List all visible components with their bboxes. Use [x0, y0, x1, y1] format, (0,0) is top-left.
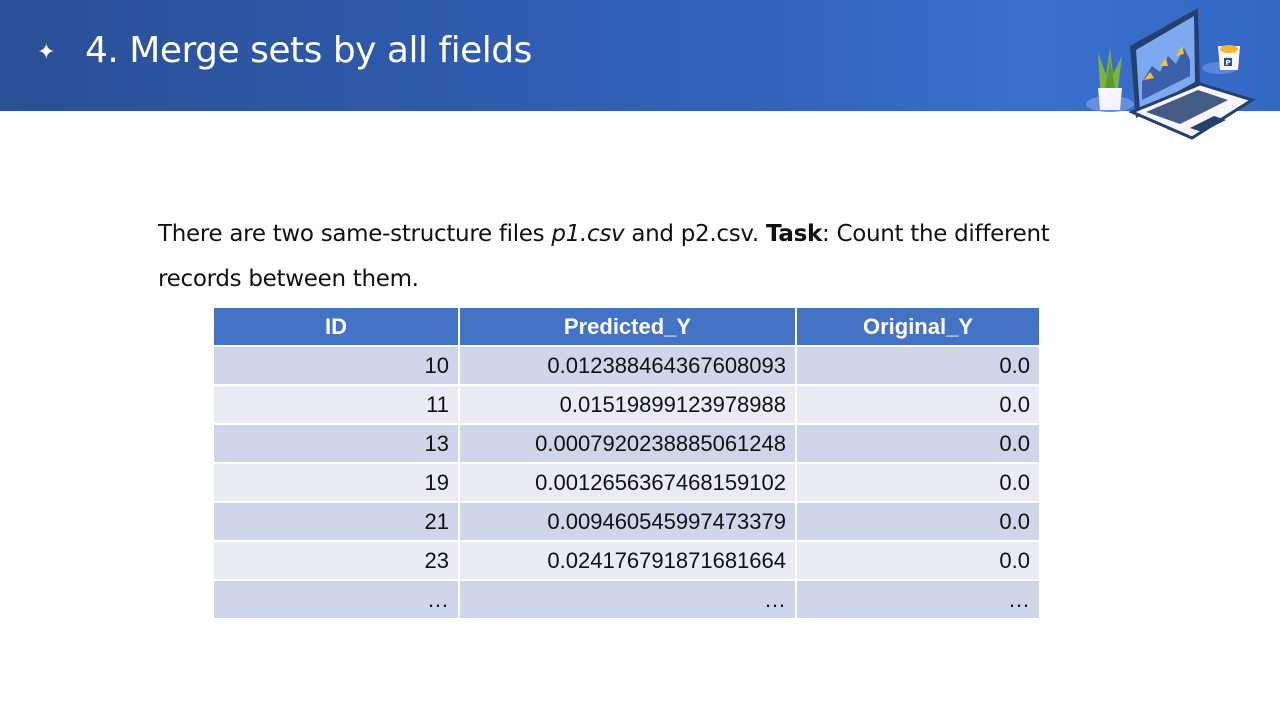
table-header-row: ID Predicted_Y Original_Y: [214, 308, 1041, 346]
cell-predicted-y: …: [459, 579, 797, 618]
column-header-predicted-y: Predicted_Y: [459, 308, 797, 346]
cell-predicted-y: 0.024176791871681664: [459, 540, 797, 580]
cell-id: 13: [214, 423, 460, 463]
table-row: 11 0.01519899123978988 0.0: [214, 384, 1041, 424]
table-row: 21 0.009460545997473379 0.0: [214, 501, 1041, 541]
cell-id: 21: [214, 501, 460, 541]
table-row: 13 0.0007920238885061248 0.0: [214, 423, 1041, 463]
data-table: ID Predicted_Y Original_Y 10 0.0123884643…: [214, 308, 1041, 618]
cell-original-y: 0.0: [796, 345, 1041, 385]
column-header-original-y: Original_Y: [796, 308, 1041, 346]
cell-predicted-y: 0.009460545997473379: [459, 501, 797, 541]
file-name-p1: p1.csv: [551, 221, 625, 247]
laptop-illustration-icon: P: [1080, 8, 1280, 145]
cell-predicted-y: 0.01519899123978988: [459, 384, 797, 424]
cell-original-y: 0.0: [796, 423, 1041, 463]
description-text: : Count the different records between th…: [158, 221, 1050, 292]
task-description: There are two same-structure files p1.cs…: [158, 212, 1068, 302]
column-header-id: ID: [214, 308, 460, 346]
cell-original-y: 0.0: [796, 462, 1041, 502]
title-banner: ✦ 4. Merge sets by all fields P: [0, 0, 1280, 145]
cell-id: 19: [214, 462, 460, 502]
cell-id: 23: [214, 540, 460, 580]
cell-predicted-y: 0.012388464367608093: [459, 345, 797, 385]
cell-original-y: 0.0: [796, 384, 1041, 424]
cell-id: 11: [214, 384, 460, 424]
svg-text:P: P: [1226, 59, 1231, 67]
cell-id: …: [214, 579, 460, 618]
cell-original-y: …: [796, 579, 1041, 618]
table-row: 23 0.024176791871681664 0.0: [214, 540, 1041, 580]
slide-title: 4. Merge sets by all fields: [85, 30, 532, 71]
cell-original-y: 0.0: [796, 501, 1041, 541]
cell-predicted-y: 0.0007920238885061248: [459, 423, 797, 463]
cell-original-y: 0.0: [796, 540, 1041, 580]
table-row: 10 0.012388464367608093 0.0: [214, 345, 1041, 385]
description-text: There are two same-structure files: [158, 221, 552, 247]
sparkle-star-icon: ✦: [37, 40, 56, 65]
description-text: and p2.csv.: [624, 221, 766, 247]
table-row: 19 0.0012656367468159102 0.0: [214, 462, 1041, 502]
task-label: Task: [765, 221, 822, 247]
cell-id: 10: [214, 345, 460, 385]
table-row: ………: [214, 579, 1041, 618]
cell-predicted-y: 0.0012656367468159102: [459, 462, 797, 502]
